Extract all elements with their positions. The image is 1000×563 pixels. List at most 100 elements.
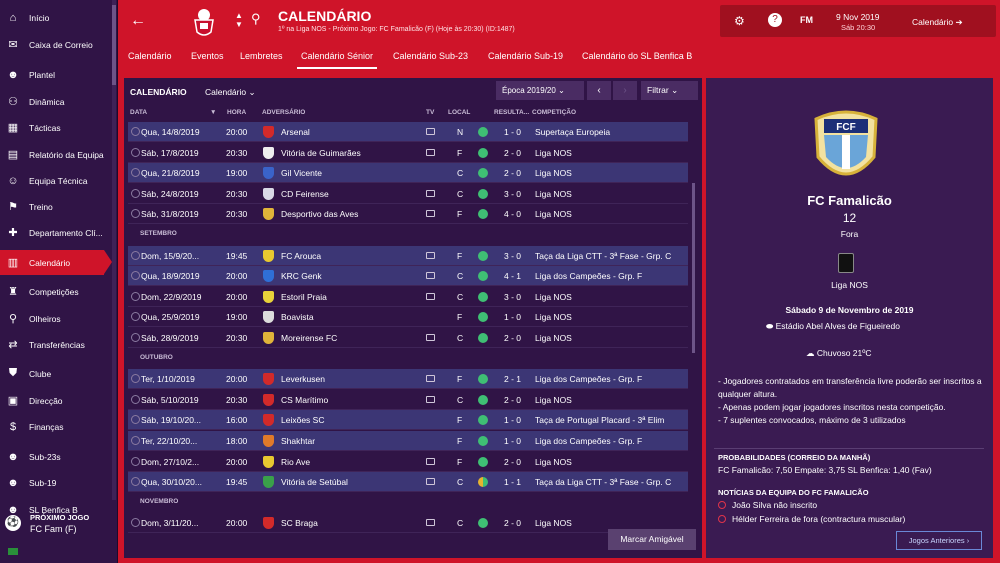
- checkbox-icon[interactable]: [131, 518, 140, 528]
- col-resultado[interactable]: RESULTA...: [494, 109, 530, 116]
- checkbox-icon[interactable]: [131, 127, 140, 136]
- competition-name: Liga dos Campeões - Grp. F: [535, 374, 643, 385]
- sidebar-item[interactable]: ▤ Relatório da Equipa: [0, 142, 112, 167]
- sidebar-item[interactable]: ⛊ Clube: [0, 361, 112, 386]
- sidebar-item[interactable]: ☺ Equipa Técnica: [0, 168, 112, 193]
- checkbox-icon[interactable]: [131, 312, 140, 322]
- checkbox-icon[interactable]: [131, 250, 140, 260]
- col-local[interactable]: LOCAL: [448, 109, 471, 116]
- col-competicao[interactable]: COMPETIÇÃO: [532, 109, 577, 116]
- sidebar-item[interactable]: ⌂ Início: [0, 5, 112, 30]
- schedule-friendly-button[interactable]: Marcar Amigável: [608, 529, 696, 550]
- competition-name: Liga NOS: [535, 333, 572, 343]
- tab[interactable]: Calendário: [128, 51, 172, 61]
- prev-season-button[interactable]: ‹: [587, 81, 611, 100]
- team-news-item[interactable]: João Silva não inscrito: [718, 500, 817, 510]
- season-select[interactable]: Época 2019/20 ⌄: [496, 81, 584, 100]
- table-row[interactable]: Sáb, 31/8/2019 20:30 Desportivo das Aves F 4…: [128, 204, 688, 225]
- sidebar-item[interactable]: ⚑ Treino: [0, 194, 112, 219]
- tab[interactable]: Lembretes: [240, 51, 283, 61]
- checkbox-icon[interactable]: [131, 394, 140, 404]
- sidebar-item[interactable]: ☻ SL Benfica B: [0, 497, 112, 522]
- checkbox-icon[interactable]: [131, 291, 140, 301]
- tab[interactable]: Calendário do SL Benfica B: [582, 51, 693, 61]
- checkbox-icon[interactable]: [131, 147, 140, 157]
- col-tv[interactable]: TV: [426, 109, 435, 116]
- checkbox-icon[interactable]: [131, 271, 140, 281]
- table-row[interactable]: Ter, 22/10/20... 18:00 Shakhtar F 1 - 0 Liga …: [128, 431, 688, 451]
- settings-icon[interactable]: ⚙: [734, 14, 745, 28]
- next-season-button[interactable]: ›: [613, 81, 637, 100]
- fm-menu-button[interactable]: FM: [800, 15, 813, 25]
- table-row[interactable]: Qua, 21/8/2019 19:00 Gil Vicente C 2 - 0 Liga…: [128, 163, 688, 184]
- tab[interactable]: Calendário Sub-19: [488, 51, 564, 61]
- sidebar-item[interactable]: ⚇ Dinâmica: [0, 89, 112, 114]
- checkbox-icon[interactable]: [131, 415, 140, 425]
- table-row[interactable]: Qua, 25/9/2019 19:00 Boavista F 1 - 0 Liga NO…: [128, 307, 688, 328]
- sidebar-item[interactable]: ⚲ Olheiros: [0, 306, 112, 331]
- checkbox-icon[interactable]: [131, 456, 140, 466]
- checkbox-icon[interactable]: [131, 168, 140, 178]
- tab[interactable]: Calendário Sénior: [296, 51, 378, 69]
- sidebar-item[interactable]: $ Finanças: [0, 414, 112, 439]
- football-icon: ⚽: [5, 515, 21, 531]
- table-row[interactable]: Dom, 15/9/20... 19:45 FC Arouca F 3 - 0 Taça …: [128, 245, 688, 266]
- view-dropdown[interactable]: Calendário ⌄: [205, 87, 256, 98]
- help-icon[interactable]: ?: [768, 13, 782, 27]
- match-result: 2 - 1: [504, 374, 522, 385]
- tv-icon: [426, 148, 435, 156]
- col-adversario[interactable]: ADVERSÁRIO: [262, 109, 306, 116]
- page-title: CALENDÁRIO: [278, 8, 372, 24]
- sidebar-item[interactable]: ✚ Departamento Clí...: [0, 220, 112, 245]
- list-scrollbar[interactable]: [692, 183, 695, 353]
- next-match-panel[interactable]: ⚽ PRÓXIMO JOGO FC Fam (F): [0, 507, 116, 563]
- sidebar-item[interactable]: ▦ Tácticas: [0, 115, 112, 140]
- sidebar-item[interactable]: ✉ Caixa de Correio: [0, 32, 112, 57]
- sidebar-item[interactable]: ☻ Plantel: [0, 62, 112, 87]
- sidebar-item[interactable]: ▥ Calendário: [0, 250, 112, 275]
- sidebar-item[interactable]: ☻ Sub-19: [0, 470, 112, 495]
- col-hora[interactable]: HORA: [227, 109, 247, 116]
- sidebar-item[interactable]: ♜ Competições: [0, 279, 112, 304]
- sidebar-item[interactable]: ▣ Direcção: [0, 388, 112, 413]
- table-row[interactable]: Sáb, 28/9/2019 20:30 Moreirense FC C 2 - 0 Li…: [128, 328, 688, 348]
- competition-name[interactable]: Liga NOS: [831, 280, 868, 290]
- checkbox-icon[interactable]: [131, 209, 140, 219]
- table-row[interactable]: Qua, 18/9/2019 20:00 KRC Genk C 4 - 1 Liga do…: [128, 266, 688, 287]
- col-data[interactable]: DATA: [130, 109, 148, 116]
- team-news-item[interactable]: Hélder Ferreira de fora (contractura mus…: [718, 514, 905, 524]
- table-row[interactable]: Sáb, 5/10/2019 20:30 CS Marítimo C 2 - 0 Liga…: [128, 390, 688, 410]
- continue-button[interactable]: Calendário ➔: [912, 17, 963, 28]
- match-time: 20:00: [226, 127, 248, 137]
- table-row[interactable]: Dom, 27/10/2... 20:00 Rio Ave F 2 - 0 Liga NO…: [128, 452, 688, 472]
- sidebar-item[interactable]: ⇄ Transferências: [0, 332, 112, 357]
- result-dot-icon: [478, 291, 488, 302]
- checkbox-icon[interactable]: [131, 436, 140, 445]
- tab[interactable]: Eventos: [191, 51, 224, 61]
- table-row[interactable]: Sáb, 19/10/20... 16:00 Leixões SC F 1 - 0 Taç…: [128, 410, 688, 431]
- back-arrow-icon[interactable]: ←: [130, 12, 146, 29]
- tab[interactable]: Calendário Sub-23: [393, 51, 469, 61]
- previous-matches-button[interactable]: Jogos Anteriores ›: [896, 531, 982, 550]
- table-row[interactable]: Sáb, 24/8/2019 20:30 CD Feirense C 3 - 0 Liga…: [128, 184, 688, 204]
- report-icon: ▤: [7, 149, 19, 161]
- sidebar-scrollbar[interactable]: [112, 0, 116, 500]
- opponent-name[interactable]: FC Famalicão: [807, 193, 892, 208]
- sidebar-item[interactable]: ☻ Sub-23s: [0, 444, 112, 469]
- table-row[interactable]: Ter, 1/10/2019 20:00 Leverkusen F 2 - 1 Liga …: [128, 369, 688, 390]
- table-row[interactable]: Dom, 22/9/2019 20:00 Estoril Praia C 3 - 0 Li…: [128, 287, 688, 307]
- sidebar-item-label: Início: [29, 12, 50, 23]
- sidebar-item-label: Departamento Clí...: [29, 227, 103, 238]
- checkbox-icon[interactable]: [131, 477, 140, 487]
- search-icon[interactable]: ⚲: [251, 11, 261, 26]
- checkbox-icon[interactable]: [131, 188, 140, 198]
- filter-button[interactable]: Filtrar ⌄: [641, 81, 698, 100]
- checkbox-icon[interactable]: [131, 333, 140, 342]
- result-dot-icon: [478, 209, 488, 220]
- up-down-arrows-icon[interactable]: ▲ ▼: [235, 11, 243, 29]
- checkbox-icon[interactable]: [131, 374, 140, 384]
- table-row[interactable]: Qua, 30/10/20... 19:45 Vitória de Setúbal C…: [128, 472, 688, 493]
- table-row[interactable]: Dom, 3/11/20... 20:00 SC Braga C 2 - 0 Liga N…: [128, 513, 688, 534]
- table-row[interactable]: Qua, 14/8/2019 20:00 Arsenal N 1 - 0 Supertaç…: [128, 122, 688, 142]
- table-row[interactable]: Sáb, 17/8/2019 20:30 Vitória de Guimarães F…: [128, 143, 688, 163]
